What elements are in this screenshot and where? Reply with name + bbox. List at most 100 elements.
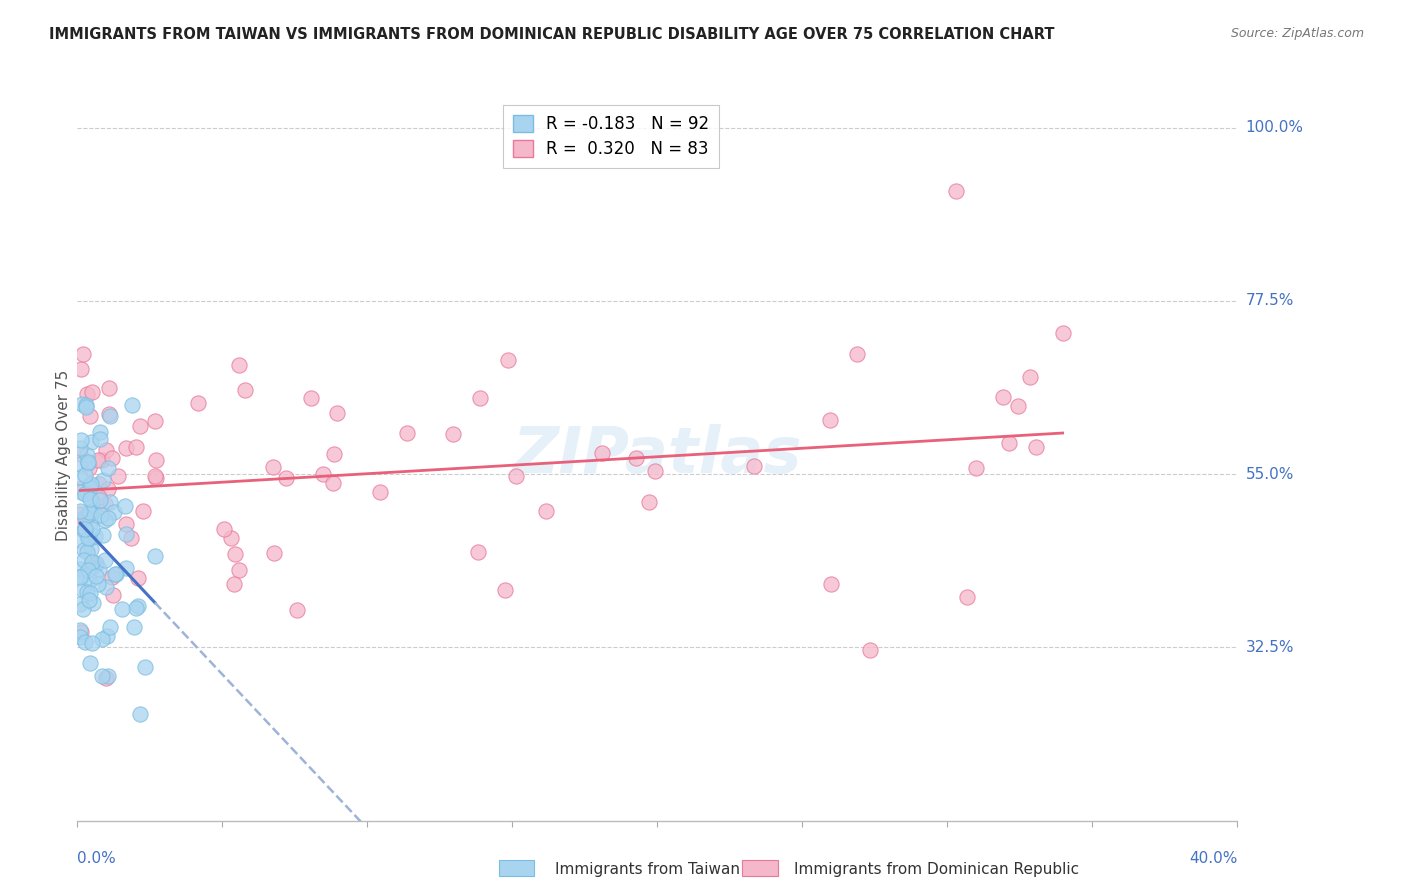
Point	[76, 448, 98, 462]
Point	[91, 668, 114, 682]
Text: IMMIGRANTS FROM TAIWAN VS IMMIGRANTS FROM DOMINICAN REPUBLIC DISABILITY AGE OVER: IMMIGRANTS FROM TAIWAN VS IMMIGRANTS FRO…	[49, 27, 1054, 42]
Point	[70, 433, 93, 447]
Point	[70, 397, 93, 411]
Point	[77, 455, 100, 469]
Point	[467, 545, 489, 559]
Point	[77, 479, 100, 493]
Point	[91, 452, 114, 467]
Point	[73, 487, 96, 501]
Point	[72, 347, 94, 361]
Point	[122, 620, 145, 634]
Point	[143, 549, 166, 563]
Point	[129, 419, 152, 434]
Point	[86, 557, 108, 571]
Point	[73, 543, 96, 558]
Point	[69, 508, 91, 522]
Point	[494, 582, 516, 597]
Point	[98, 409, 121, 423]
Point	[859, 643, 882, 657]
Point	[945, 184, 967, 198]
Point	[82, 555, 104, 569]
Point	[69, 597, 91, 611]
Point	[97, 482, 120, 496]
Point	[121, 397, 143, 411]
Point	[145, 471, 167, 485]
Point	[93, 497, 115, 511]
Point	[79, 492, 101, 507]
Point	[262, 460, 284, 475]
Point	[103, 588, 125, 602]
Point	[73, 467, 96, 482]
Legend: R = -0.183   N = 92, R =  0.320   N = 83: R = -0.183 N = 92, R = 0.320 N = 83	[503, 105, 718, 168]
Point	[125, 440, 148, 454]
Point	[70, 569, 93, 583]
Point	[91, 528, 114, 542]
Point	[115, 441, 138, 455]
Point	[274, 470, 297, 484]
Point	[98, 381, 121, 395]
Point	[228, 358, 250, 372]
Point	[187, 396, 209, 410]
Point	[69, 561, 91, 575]
Point	[145, 469, 167, 483]
Point	[75, 635, 97, 649]
Text: 55.0%: 55.0%	[1246, 467, 1294, 482]
Point	[101, 450, 124, 465]
Point	[84, 556, 107, 570]
Point	[80, 557, 103, 571]
Point	[80, 560, 103, 574]
Text: 0.0%: 0.0%	[77, 851, 117, 866]
Point	[77, 505, 100, 519]
Point	[73, 523, 96, 537]
Point	[127, 571, 149, 585]
Point	[82, 596, 104, 610]
Point	[1052, 326, 1074, 340]
Point	[76, 485, 98, 500]
Point	[79, 531, 101, 545]
Text: 32.5%: 32.5%	[1246, 640, 1294, 655]
Point	[79, 573, 101, 587]
Point	[97, 669, 120, 683]
Point	[219, 531, 242, 545]
Point	[94, 552, 117, 566]
Point	[1007, 399, 1029, 413]
Point	[69, 448, 91, 462]
Point	[82, 636, 104, 650]
Point	[75, 401, 97, 415]
Point	[96, 629, 118, 643]
Point	[89, 425, 111, 439]
Point	[496, 353, 519, 368]
Point	[82, 502, 104, 516]
Point	[69, 457, 91, 471]
Point	[90, 508, 112, 523]
Point	[69, 570, 91, 584]
Point	[76, 387, 98, 401]
Point	[87, 577, 110, 591]
Point	[956, 591, 979, 605]
Point	[103, 506, 125, 520]
Point	[82, 493, 104, 508]
Point	[115, 527, 138, 541]
Point	[79, 593, 101, 607]
Point	[83, 529, 105, 543]
Point	[80, 385, 103, 400]
Point	[638, 495, 661, 509]
Text: ZIPatlas: ZIPatlas	[513, 424, 801, 486]
Point	[120, 531, 142, 545]
Point	[322, 476, 344, 491]
Point	[90, 632, 112, 647]
Point	[312, 467, 335, 481]
Point	[89, 432, 111, 446]
Point	[80, 477, 103, 491]
Point	[233, 384, 256, 398]
Point	[80, 542, 103, 557]
Point	[76, 545, 98, 559]
Point	[87, 453, 110, 467]
Point	[94, 442, 117, 457]
Point	[73, 553, 96, 567]
Point	[505, 468, 527, 483]
Point	[73, 522, 96, 536]
Point	[100, 495, 122, 509]
Point	[87, 562, 110, 576]
Point	[94, 671, 117, 685]
